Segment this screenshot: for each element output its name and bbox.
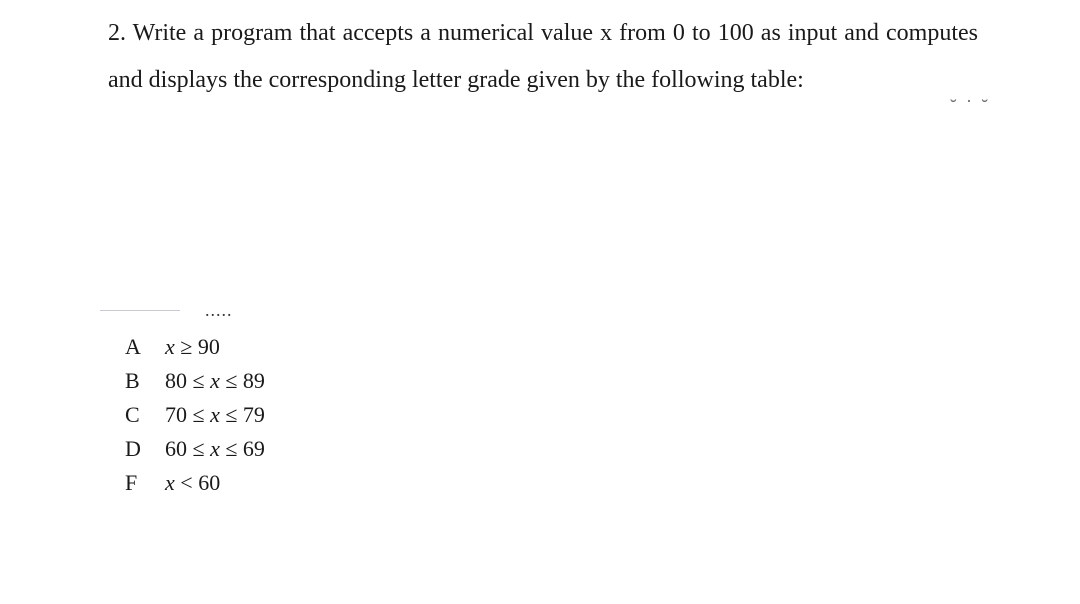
grade-condition: x ≥ 90 <box>165 330 220 364</box>
problem-statement: 2. Write a program that accepts a numeri… <box>108 10 978 104</box>
table-row: B 80 ≤ x ≤ 89 <box>125 364 265 398</box>
grade-condition: 80 ≤ x ≤ 89 <box>165 364 265 398</box>
grade-letter: B <box>125 364 165 398</box>
table-row: C 70 ≤ x ≤ 79 <box>125 398 265 432</box>
table-row: F x < 60 <box>125 466 265 500</box>
grade-condition: x < 60 <box>165 466 220 500</box>
grade-table: A x ≥ 90 B 80 ≤ x ≤ 89 C 70 ≤ x ≤ 79 D 6… <box>125 330 265 500</box>
table-row: D 60 ≤ x ≤ 69 <box>125 432 265 466</box>
grade-condition: 70 ≤ x ≤ 79 <box>165 398 265 432</box>
section-break-line <box>100 310 180 311</box>
grade-letter: A <box>125 330 165 364</box>
grade-letter: C <box>125 398 165 432</box>
problem-text-line1: Write a program that accepts a numerical… <box>133 20 879 46</box>
section-break-dots: ..... <box>205 300 233 321</box>
grade-letter: D <box>125 432 165 466</box>
table-row: A x ≥ 90 <box>125 330 265 364</box>
grade-letter: F <box>125 466 165 500</box>
page-corner-marks: ˘ ˙ ˘ <box>950 96 990 119</box>
grade-condition: 60 ≤ x ≤ 69 <box>165 432 265 466</box>
problem-number: 2. <box>108 20 126 46</box>
page: 2. Write a program that accepts a numeri… <box>0 0 1080 604</box>
